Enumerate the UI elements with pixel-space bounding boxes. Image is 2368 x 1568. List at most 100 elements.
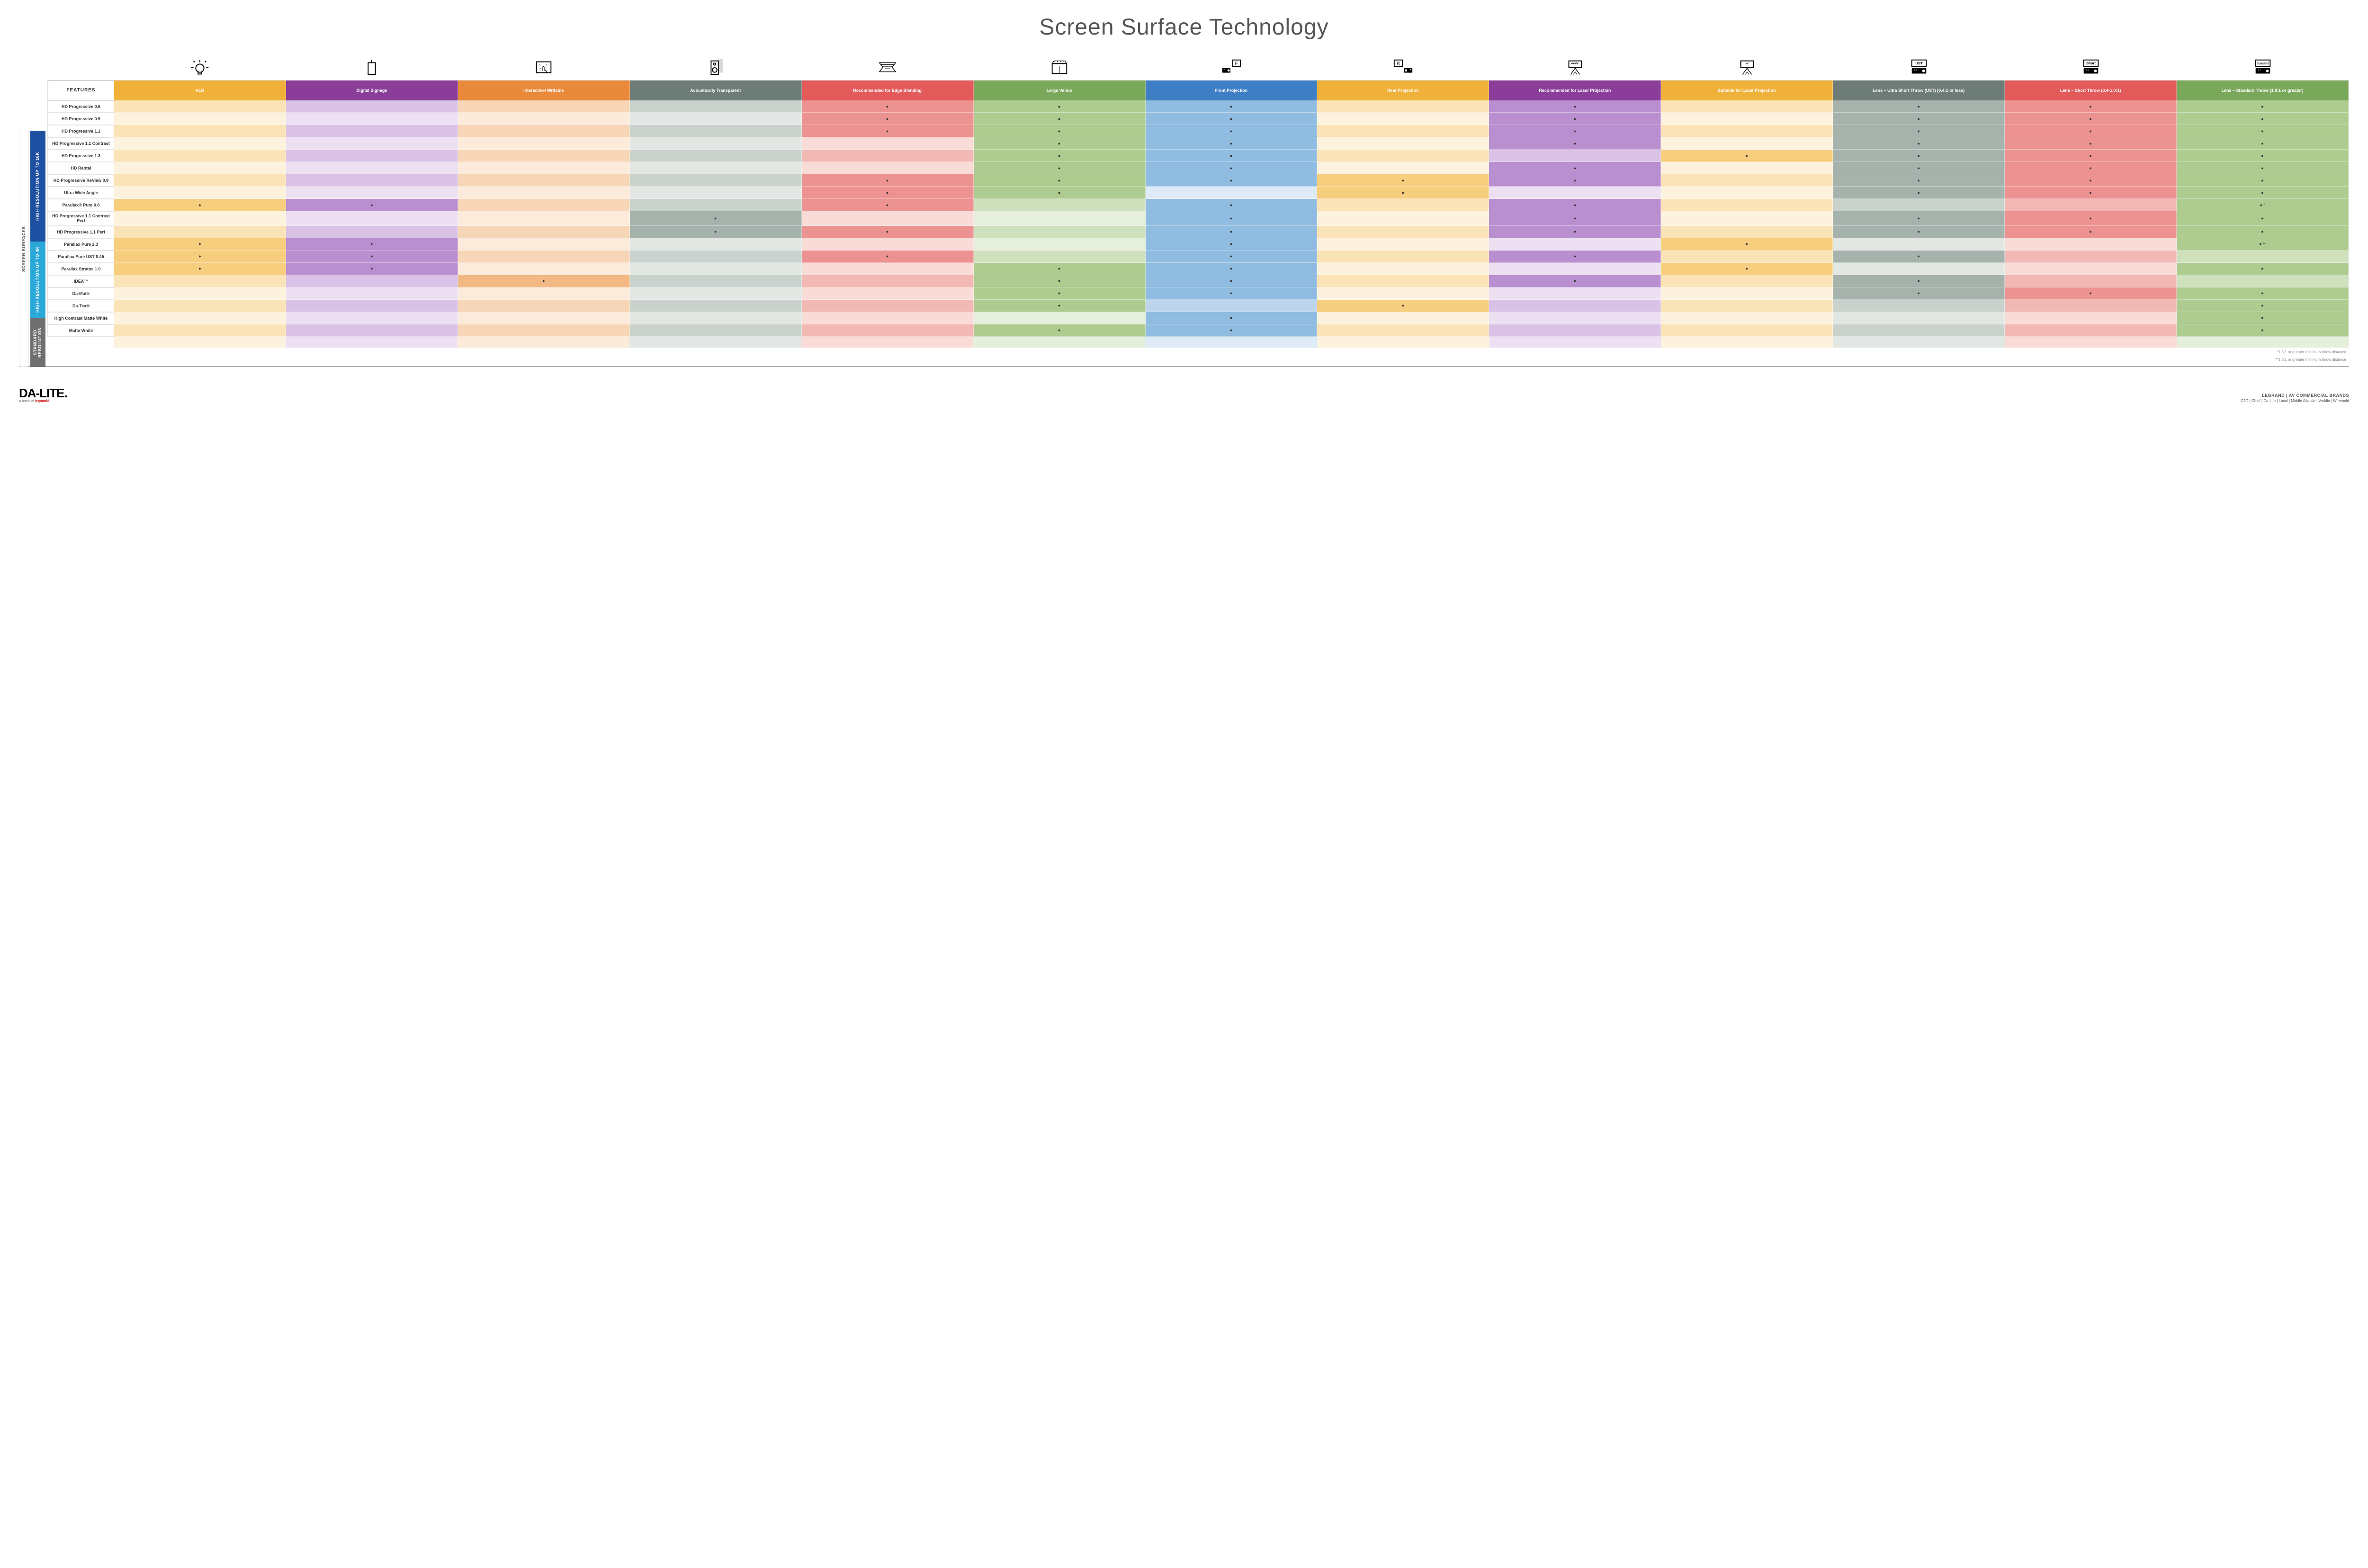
matrix-cell [802, 238, 974, 251]
features-header: FEATURES [48, 81, 114, 100]
matrix-cell [1146, 174, 1318, 187]
row-label: HD Progressive ReView 0.9 [48, 174, 114, 187]
row-label: Parallax® Pure 0.8 [48, 199, 114, 211]
matrix-cell [1146, 238, 1318, 251]
matrix-cell [630, 287, 802, 300]
matrix-cell [802, 125, 974, 137]
matrix-cell [1833, 174, 2005, 187]
matrix-cell [1317, 287, 1489, 300]
ust-icon: UST [1833, 50, 2005, 78]
footnote-strip-cell [801, 337, 973, 348]
chart-container: SCREEN SURFACESHIGH RESOLUTION UP TO 16K… [47, 50, 2349, 364]
matrix-cell [802, 162, 974, 174]
matrix-cell [286, 174, 458, 187]
matrix-cell [114, 150, 286, 162]
row-label: Parallax Stratos 1.0 [48, 263, 114, 275]
row-label: Matte White [48, 324, 114, 337]
matrix-cell [1833, 162, 2005, 174]
rear-icon: R [1318, 50, 1489, 78]
matrix-cell [1146, 226, 1318, 238]
col-header: Interactive/ Writable [458, 81, 630, 100]
matrix-cell [1489, 312, 1661, 324]
matrix-cell [1833, 211, 2005, 226]
matrix-cell [458, 263, 630, 275]
speaker-icon [629, 50, 801, 78]
matrix-cell [1489, 287, 1661, 300]
matrix-cell [1317, 150, 1489, 162]
matrix-cell [630, 113, 802, 125]
matrix-cell [1661, 100, 1833, 113]
matrix-cell [2005, 226, 2177, 238]
brand-logo: DA-LITE. [19, 386, 67, 401]
matrix-cell [114, 263, 286, 275]
matrix-cell [802, 187, 974, 199]
matrix-cell [974, 125, 1146, 137]
matrix-cell [974, 238, 1146, 251]
matrix-cell [1317, 187, 1489, 199]
col-header: Rear Projection [1317, 81, 1489, 100]
matrix-cell [974, 300, 1146, 312]
col-header: Recommended for Edge Blending [802, 81, 974, 100]
matrix-cell [1317, 275, 1489, 287]
row-label: Da-Tex® [48, 300, 114, 312]
matrix-cell [630, 137, 802, 150]
matrix-cell [2177, 162, 2349, 174]
matrix-cell [1833, 312, 2005, 324]
matrix-cell [802, 100, 974, 113]
matrix-cell [630, 300, 802, 312]
matrix-cell [1489, 300, 1661, 312]
matrix-cell [630, 199, 802, 211]
col-header: Suitable for Laser Projection [1661, 81, 1833, 100]
matrix-cell: * [2177, 199, 2349, 211]
matrix-cell [630, 100, 802, 113]
matrix-cell [974, 199, 1146, 211]
matrix-cell [802, 174, 974, 187]
matrix-cell [1661, 251, 1833, 263]
matrix-cell [114, 100, 286, 113]
matrix-cell [458, 226, 630, 238]
matrix-cell [458, 125, 630, 137]
matrix-cell [974, 275, 1146, 287]
matrix-cell [114, 162, 286, 174]
matrix-cell [114, 324, 286, 337]
matrix-cell [1833, 263, 2005, 275]
matrix-cell [1317, 174, 1489, 187]
col-header: Lens – Standard Throw (1.0:1 or greater) [2177, 81, 2349, 100]
matrix-cell [2177, 125, 2349, 137]
venue-icon [973, 50, 1145, 78]
matrix-cell [286, 263, 458, 275]
matrix-cell [114, 125, 286, 137]
matrix-cell [1661, 238, 1833, 251]
matrix-cell [974, 251, 1146, 263]
matrix-cell [1146, 312, 1318, 324]
row-label: Parallax Pure 2.3 [48, 238, 114, 251]
matrix-cell [802, 113, 974, 125]
row-label: HD Rental [48, 162, 114, 174]
matrix-cell [458, 275, 630, 287]
matrix-cell [1146, 300, 1318, 312]
matrix-cell [1661, 211, 1833, 226]
footnote-strip-cell [629, 337, 801, 348]
col-header: Front Projection [1146, 81, 1318, 100]
matrix-cell [2005, 162, 2177, 174]
matrix-cell [1317, 324, 1489, 337]
matrix-cell [458, 238, 630, 251]
matrix-cell [630, 324, 802, 337]
matrix-cell [974, 174, 1146, 187]
matrix-cell [2005, 251, 2177, 263]
matrix-cell [1661, 226, 1833, 238]
matrix-cell [802, 211, 974, 226]
matrix-cell [114, 287, 286, 300]
matrix-cell [458, 137, 630, 150]
matrix-cell [1661, 174, 1833, 187]
matrix-cell [1317, 137, 1489, 150]
row-label: HD Progressive 1.1 Contrast [48, 137, 114, 150]
matrix-cell [974, 100, 1146, 113]
short-icon: Short [2005, 50, 2177, 78]
matrix-cell [286, 324, 458, 337]
svg-text:UST: UST [1916, 61, 1923, 65]
matrix-cell [286, 162, 458, 174]
row-label: HD Progressive 0.9 [48, 113, 114, 125]
matrix-cell [1489, 162, 1661, 174]
matrix-cell [974, 324, 1146, 337]
